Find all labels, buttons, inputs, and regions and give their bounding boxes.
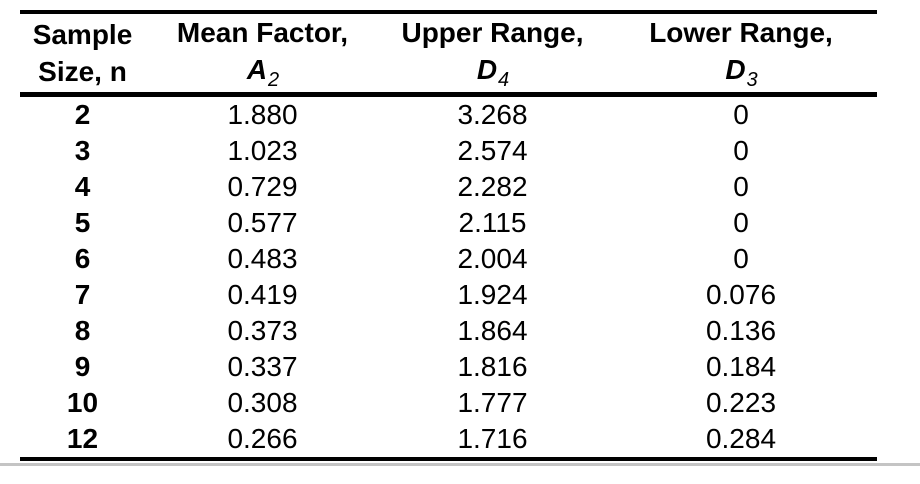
cell-d4: 2.574 — [457, 135, 528, 166]
cell-d4: 1.816 — [457, 351, 528, 382]
cell-d4: 2.282 — [457, 171, 528, 202]
cell-d4: 1.924 — [457, 279, 528, 310]
table-row: 4 0.729 2.282 0 — [20, 169, 877, 205]
control-chart-factors-table: Sample Size, n Mean Factor, A2 Upper Ran… — [20, 10, 877, 461]
table-row: 5 0.577 2.115 0 — [20, 205, 877, 241]
header-upper-range: Upper Range, D4 — [380, 12, 605, 97]
cell-d3: 0 — [733, 243, 749, 274]
cell-d3: 0.136 — [705, 315, 777, 346]
cell-a2: 0.419 — [227, 279, 298, 310]
header-upper-range-label: Upper Range, — [401, 17, 584, 48]
table-row: 8 0.373 1.864 0.136 — [20, 313, 877, 349]
header-upper-range-symbol: D4 — [476, 54, 510, 91]
header-lower-range-label: Lower Range, — [649, 17, 833, 48]
cell-d3: 0.223 — [705, 387, 777, 418]
table-header: Sample Size, n Mean Factor, A2 Upper Ran… — [20, 12, 877, 97]
cell-d3: 0 — [733, 171, 749, 202]
cell-d3: 0 — [733, 207, 749, 238]
cell-a2: 0.373 — [227, 315, 298, 346]
cell-d4: 1.777 — [457, 387, 528, 418]
header-sample-size-line1: Sample — [32, 19, 133, 50]
cell-n: 5 — [74, 207, 91, 238]
table-row: 2 1.880 3.268 0 — [20, 95, 877, 134]
table-row: 3 1.023 2.574 0 — [20, 133, 877, 169]
cell-n: 3 — [74, 135, 91, 166]
header-sample-size-line2: Size, n — [38, 56, 127, 87]
cell-d4: 2.115 — [458, 207, 527, 238]
cell-a2: 0.337 — [227, 351, 298, 382]
cell-d4: 1.716 — [457, 423, 528, 454]
table-row: 9 0.337 1.816 0.184 — [20, 349, 877, 385]
table-row: 7 0.419 1.924 0.076 — [20, 277, 877, 313]
cell-d3: 0 — [733, 135, 749, 166]
table-body: 2 1.880 3.268 0 3 1.023 2.574 0 4 0.729 … — [20, 95, 877, 460]
cell-a2: 0.577 — [227, 207, 298, 238]
cell-n: 12 — [66, 423, 99, 454]
cell-d4: 2.004 — [457, 243, 528, 274]
cell-n: 2 — [74, 99, 91, 130]
header-row: Sample Size, n Mean Factor, A2 Upper Ran… — [20, 12, 877, 97]
cell-a2: 1.023 — [227, 135, 298, 166]
cell-a2: 0.729 — [227, 171, 298, 202]
cell-n: 10 — [66, 387, 99, 418]
header-sample-size: Sample Size, n — [20, 12, 145, 97]
header-mean-factor-label: Mean Factor, — [176, 17, 349, 48]
table-row: 12 0.266 1.716 0.284 — [20, 421, 877, 459]
header-mean-factor: Mean Factor, A2 — [145, 12, 380, 97]
cell-d3: 0.184 — [705, 351, 777, 382]
header-mean-factor-symbol: A2 — [246, 54, 280, 91]
cell-d3: 0 — [733, 99, 749, 130]
cell-a2: 0.483 — [227, 243, 298, 274]
cell-n: 7 — [74, 279, 91, 310]
cell-n: 9 — [74, 351, 91, 382]
cell-d4: 3.268 — [457, 99, 528, 130]
cell-a2: 0.266 — [227, 423, 298, 454]
cell-n: 4 — [74, 171, 91, 202]
cell-a2: 1.880 — [227, 99, 298, 130]
table-row: 10 0.308 1.777 0.223 — [20, 385, 877, 421]
cell-d3: 0.076 — [705, 279, 777, 310]
table-row: 6 0.483 2.004 0 — [20, 241, 877, 277]
header-lower-range-symbol: D3 — [725, 54, 758, 91]
header-lower-range: Lower Range, D3 — [605, 12, 877, 97]
cell-n: 8 — [74, 315, 91, 346]
cell-d4: 1.864 — [457, 315, 528, 346]
cell-a2: 0.308 — [227, 387, 298, 418]
cell-n: 6 — [74, 243, 91, 274]
page-bottom-divider — [0, 463, 920, 466]
cell-d3: 0.284 — [705, 423, 777, 454]
